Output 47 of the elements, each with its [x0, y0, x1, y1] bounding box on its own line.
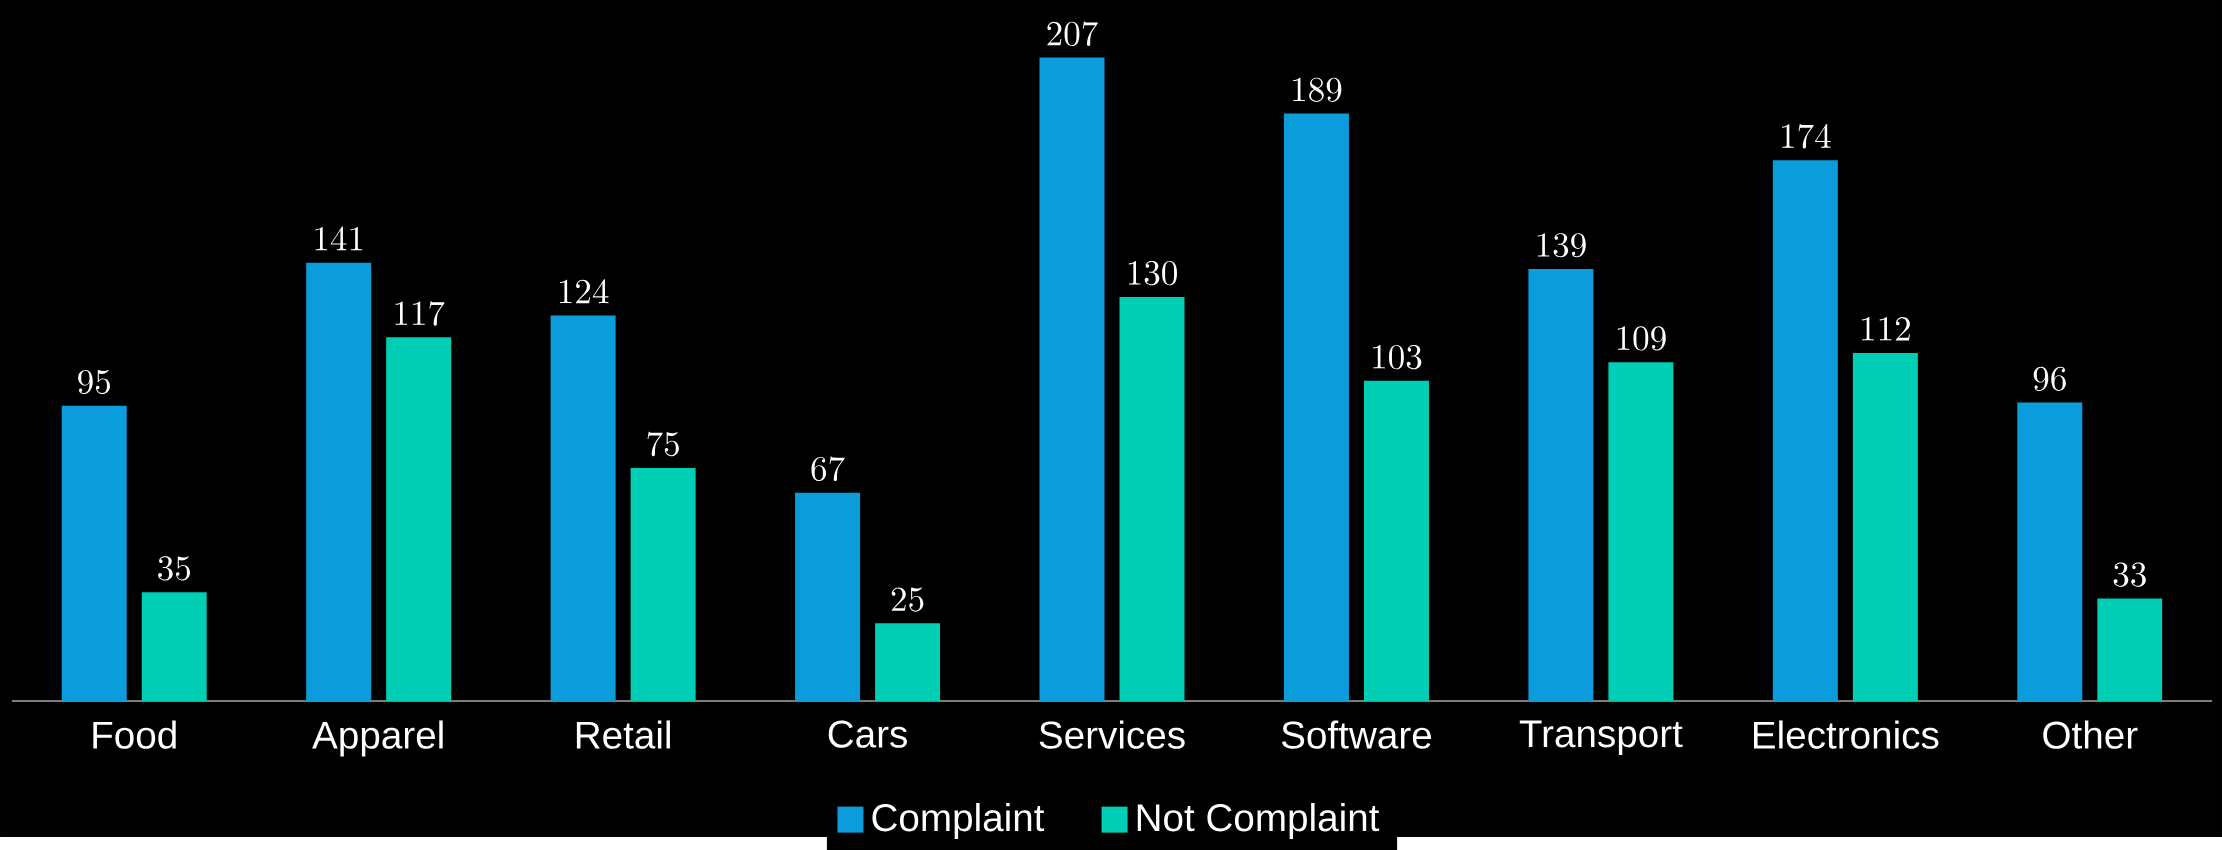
bar [1363, 380, 1429, 701]
data-label: 130 [1128, 260, 1177, 286]
data-label: 207 [1047, 21, 1098, 46]
bar [1852, 352, 1918, 701]
legend-label: Complaint [872, 802, 1045, 839]
bar [550, 315, 616, 701]
data-label: 35 [158, 556, 190, 581]
bar [875, 623, 941, 701]
x-tick-label: Electronics [1754, 720, 1939, 749]
x-tick-label: Other [2043, 720, 2138, 749]
x-tick-label: Transport [1519, 720, 1683, 755]
bar [61, 405, 127, 701]
bar [795, 492, 861, 701]
bar [2097, 598, 2163, 701]
data-label: 117 [395, 301, 445, 326]
bar [1772, 160, 1838, 701]
bar [1528, 268, 1594, 701]
bar [1608, 362, 1674, 701]
x-tick-label: Food [93, 720, 176, 749]
x-tick-label: Cars [828, 720, 907, 748]
data-label: 174 [1782, 123, 1831, 149]
bar [1039, 57, 1105, 701]
data-label: 141 [315, 226, 363, 251]
bar [630, 467, 696, 701]
data-label: 67 [811, 456, 845, 481]
bar [386, 337, 452, 701]
x-tick-label: Retail [576, 720, 670, 749]
bar [1119, 296, 1185, 701]
legend-label: Not Complaint [1137, 802, 1380, 839]
bar [306, 262, 372, 701]
data-label: 95 [78, 369, 110, 394]
x-tick-label: Software [1281, 720, 1432, 749]
data-label: 33 [2113, 562, 2146, 587]
data-label: 139 [1537, 232, 1586, 258]
bar [1283, 113, 1349, 701]
data-label: 124 [559, 279, 609, 304]
x-tick-label: Apparel [312, 720, 443, 757]
data-label: 112 [1862, 316, 1910, 341]
data-label: 25 [891, 587, 924, 612]
bar [141, 592, 207, 701]
data-label: 103 [1373, 344, 1422, 370]
data-label: 189 [1293, 77, 1342, 102]
x-tick-label: Services [1039, 720, 1185, 749]
data-label: 96 [2033, 366, 2066, 391]
bar [2017, 402, 2083, 701]
data-label: 109 [1617, 326, 1666, 351]
data-label: 75 [647, 431, 679, 457]
